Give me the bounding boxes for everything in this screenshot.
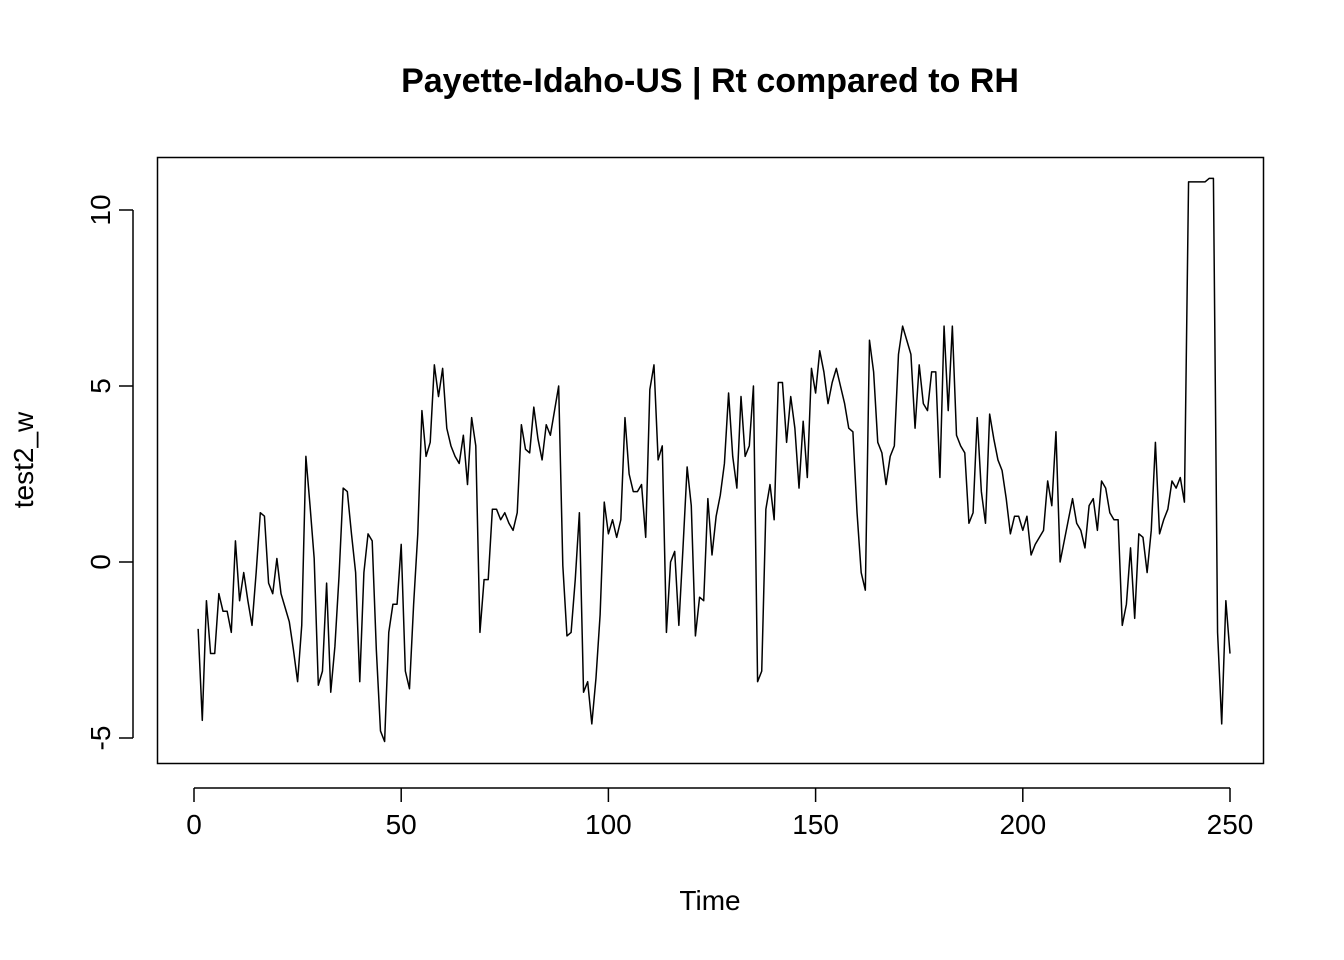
x-tick-label: 100 xyxy=(585,809,632,840)
x-tick-label: 150 xyxy=(792,809,839,840)
y-tick-label: 5 xyxy=(85,378,116,394)
x-ticks: 0 50 100 150 200 250 xyxy=(186,788,1253,840)
y-tick-label: 0 xyxy=(85,554,116,570)
y-axis-label: test2_w xyxy=(8,411,39,508)
series-line xyxy=(197,177,1231,743)
plot-area xyxy=(197,177,1231,743)
y-ticks: -5 0 5 10 xyxy=(85,194,133,750)
x-axis-label: Time xyxy=(679,885,740,916)
plot-frame xyxy=(156,156,1265,765)
x-tick-label: 200 xyxy=(999,809,1046,840)
y-axis: -5 0 5 10 xyxy=(85,194,134,750)
y-tick-label: 10 xyxy=(85,194,116,225)
y-tick-label: -5 xyxy=(85,726,116,751)
x-tick-label: 250 xyxy=(1207,809,1254,840)
chart-title: Payette-Idaho-US | Rt compared to RH xyxy=(401,62,1019,100)
x-tick-label: 0 xyxy=(186,809,202,840)
x-tick-label: 50 xyxy=(386,809,417,840)
x-axis: 0 50 100 150 200 250 xyxy=(186,787,1253,840)
